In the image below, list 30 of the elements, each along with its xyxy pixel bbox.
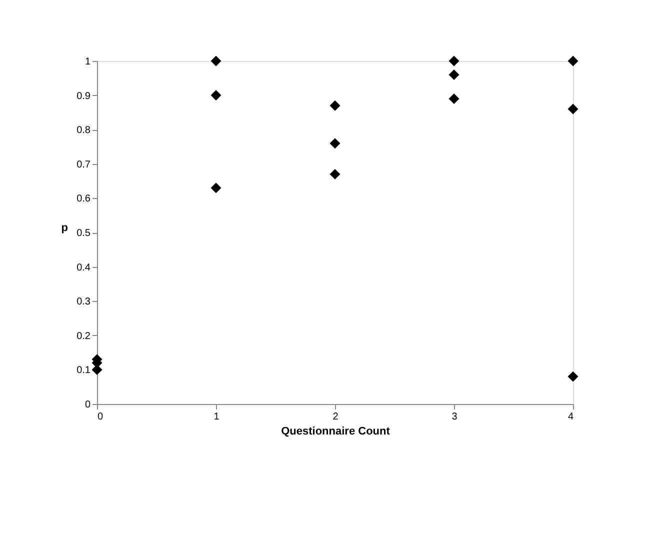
point [210, 90, 222, 101]
point [330, 100, 340, 111]
point [330, 168, 340, 180]
y-tick-label: 0.2 [76, 330, 91, 342]
y-tick-label: 0.8 [76, 125, 91, 136]
y-tick-label: 0.7 [76, 159, 91, 170]
x-tick-label: 1 [214, 412, 220, 422]
point [568, 56, 578, 66]
y-tick-label: 1 [84, 56, 91, 68]
y-tick-label: 0.4 [76, 262, 91, 274]
point [568, 104, 578, 114]
point [330, 138, 340, 149]
point [448, 56, 460, 66]
point [210, 182, 222, 194]
y-tick-label: 0.9 [76, 90, 91, 102]
y-tick-label: 0.1 [76, 365, 91, 376]
y-tick-label: 0 [84, 400, 91, 410]
point [448, 93, 460, 104]
x-tick-label: 2 [332, 412, 339, 422]
point [210, 56, 222, 66]
y-tick-label: 0.3 [76, 296, 91, 308]
x-tick-label: 4 [568, 412, 574, 422]
point [448, 69, 460, 80]
y-tick-label: 0.6 [76, 194, 91, 205]
y-axis-title: p [61, 222, 68, 234]
x-tick-label: 3 [452, 412, 458, 422]
y-tick-label: 0.5 [76, 228, 91, 239]
x-tick-label: 0 [98, 412, 104, 422]
x-axis-title: Questionnaire Count [281, 426, 390, 438]
point [568, 371, 578, 382]
